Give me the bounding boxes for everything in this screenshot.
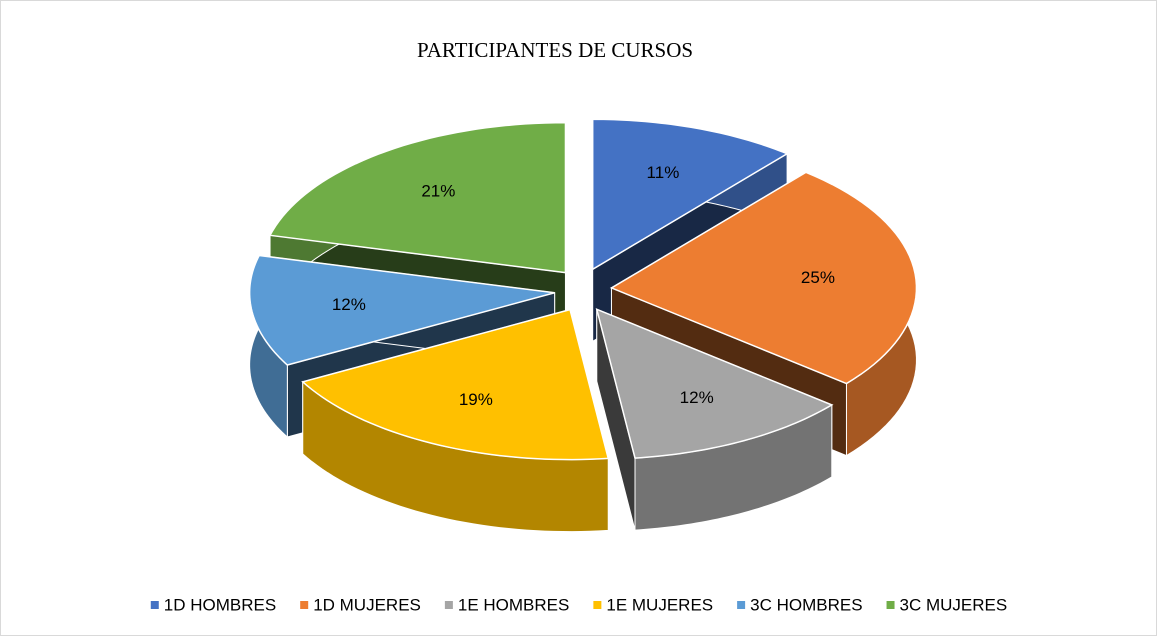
data-label: 21%: [421, 182, 455, 201]
slice: [591, 118, 789, 271]
legend-label: 3C MUJERES: [900, 595, 1008, 614]
data-label: 19%: [459, 390, 493, 409]
legend-item: 1D MUJERES: [300, 595, 421, 614]
legend-label: 3C HOMBRES: [750, 595, 862, 614]
legend-item: 3C MUJERES: [886, 595, 1008, 614]
legend-swatch: [300, 601, 309, 609]
legend-swatch: [593, 601, 602, 609]
data-label: 12%: [332, 295, 366, 314]
legend-swatch: [444, 601, 453, 609]
legend-label: 1D MUJERES: [313, 595, 421, 614]
legend-item: 3C HOMBRES: [737, 595, 863, 614]
slice: [268, 121, 567, 274]
legend-label: 1E MUJERES: [606, 595, 713, 614]
legend-label: 1E HOMBRES: [458, 595, 569, 614]
slice: [609, 171, 918, 385]
data-label: 12%: [680, 388, 714, 407]
slice: [595, 308, 834, 459]
data-label: 25%: [801, 268, 835, 287]
chart-title: PARTICIPANTES DE CURSOS: [417, 38, 693, 62]
legend-item: 1E MUJERES: [593, 595, 713, 614]
legend-label: 1D HOMBRES: [164, 595, 276, 614]
slice: [301, 308, 610, 461]
slice: [248, 254, 555, 366]
legend-swatch: [150, 601, 159, 609]
legend-swatch: [886, 601, 895, 609]
data-label: 11%: [647, 163, 680, 182]
legend-swatch: [737, 601, 746, 609]
legend-item: 1D HOMBRES: [150, 595, 276, 614]
slice-tops: [248, 118, 918, 461]
legend-item: 1E HOMBRES: [444, 595, 569, 614]
